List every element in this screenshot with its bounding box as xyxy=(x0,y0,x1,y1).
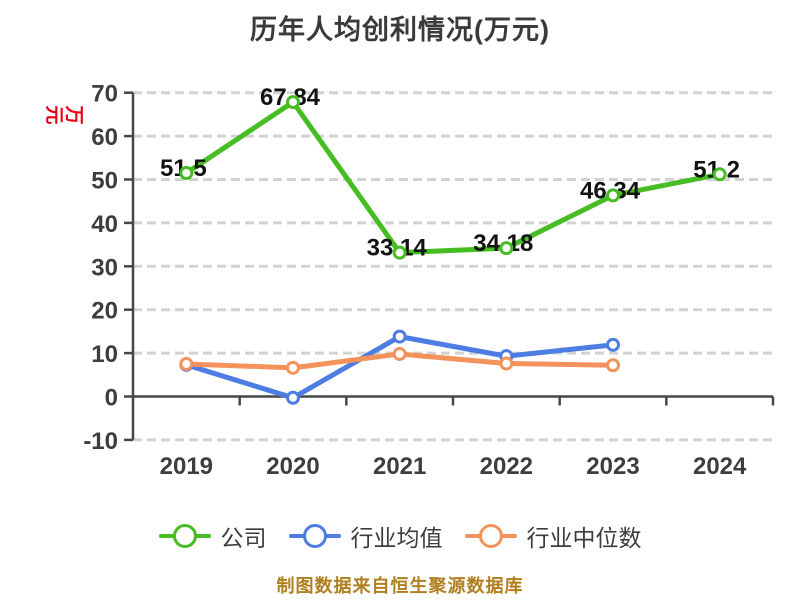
y-tick-label: 40 xyxy=(91,211,118,238)
x-tick-label: 2022 xyxy=(480,453,533,480)
data-point-marker-2 xyxy=(499,356,514,371)
y-tick-label: 30 xyxy=(91,254,118,281)
legend-circle-icon xyxy=(172,524,197,548)
data-point-marker-0 xyxy=(712,167,727,182)
y-tick-label: 70 xyxy=(91,81,118,108)
legend-circle-icon xyxy=(478,524,503,548)
data-point-marker-1 xyxy=(392,329,407,344)
data-point-marker-0 xyxy=(499,241,514,256)
legend-item-1[interactable]: 行业均值 xyxy=(288,519,443,553)
series-line-0 xyxy=(183,99,723,256)
legend-label: 公司 xyxy=(220,525,267,551)
data-point-marker-1 xyxy=(286,390,300,405)
x-tick-label: 2021 xyxy=(373,453,426,480)
x-tick-label: 2019 xyxy=(160,453,213,480)
data-point-marker-0 xyxy=(606,188,620,203)
legend-item-2[interactable]: 行业中位数 xyxy=(464,519,642,553)
y-axis-title: 万元 xyxy=(43,105,84,127)
x-tick-label: 2020 xyxy=(266,453,319,480)
legend-marker-icon xyxy=(158,523,211,549)
chart-title: 历年人均创利情况(万元) xyxy=(250,15,550,45)
y-tick-label: -10 xyxy=(83,428,118,455)
data-point-marker-2 xyxy=(286,360,300,375)
legend-marker-icon xyxy=(288,523,341,549)
legend-label: 行业均值 xyxy=(350,525,443,551)
y-tick-label: 60 xyxy=(91,124,118,151)
data-point-marker-0 xyxy=(286,95,300,110)
data-point-marker-2 xyxy=(392,346,407,361)
data-point-marker-2 xyxy=(179,356,194,371)
legend-marker-icon xyxy=(464,523,517,549)
source-note: 制图数据来自恒生聚源数据库 xyxy=(276,576,524,596)
legend-item-0[interactable]: 公司 xyxy=(158,519,267,553)
y-tick-label: 0 xyxy=(105,385,118,412)
data-point-marker-2 xyxy=(606,358,620,373)
y-tick-label: 50 xyxy=(91,168,118,195)
data-point-marker-0 xyxy=(392,245,407,260)
x-tick-label: 2023 xyxy=(586,453,639,480)
legend-circle-icon xyxy=(302,524,327,548)
data-point-marker-1 xyxy=(606,337,620,352)
data-point-marker-0 xyxy=(179,165,194,180)
y-tick-label: 20 xyxy=(91,298,118,325)
legend-label: 行业中位数 xyxy=(526,525,642,551)
y-tick-label: 10 xyxy=(91,341,118,368)
legend: 公司 行业均值 行业中位数 xyxy=(0,520,800,552)
x-tick-label: 2024 xyxy=(693,453,747,480)
